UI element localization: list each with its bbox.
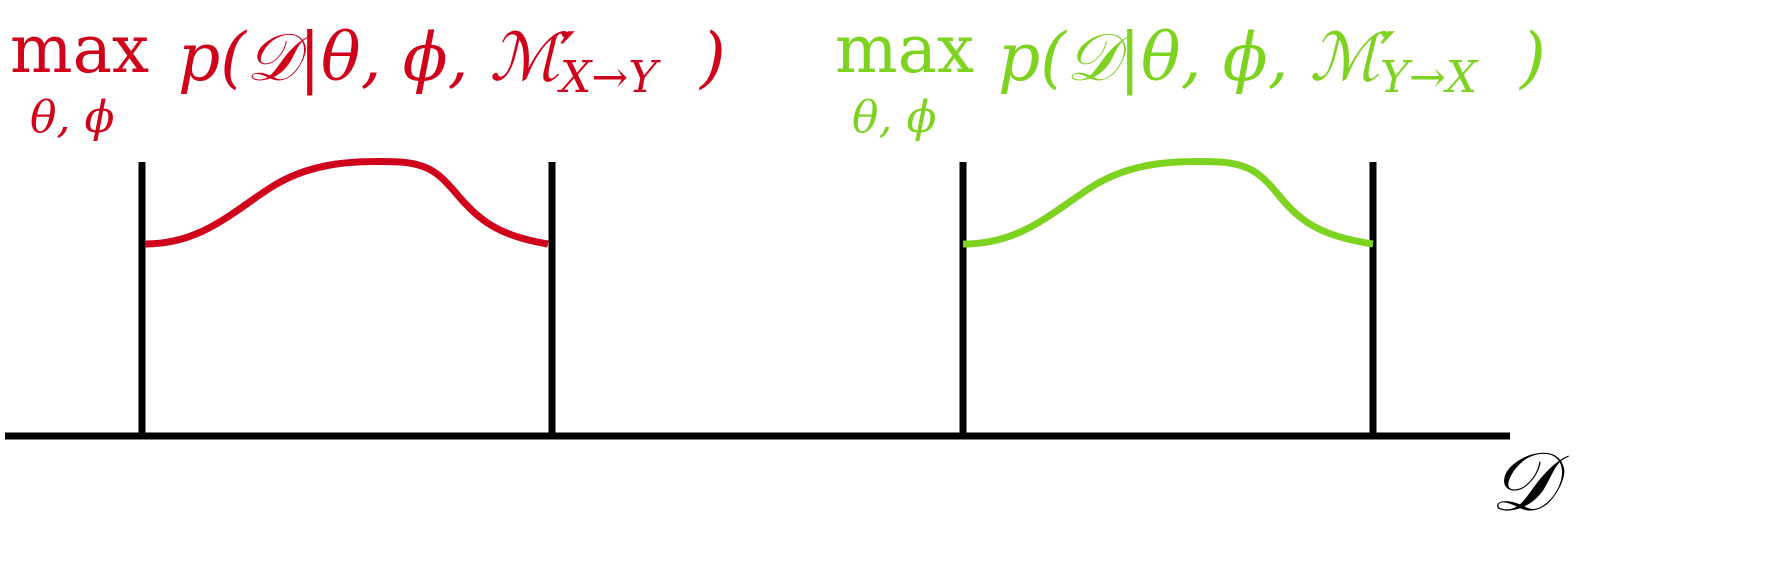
left-expression: p(𝒟|θ, ϕ, ℳ′ <box>178 19 575 96</box>
right-subscript: Y→X <box>1380 52 1479 103</box>
right-likelihood-curve <box>962 157 1374 248</box>
left-max: max <box>10 11 149 88</box>
right-label: max θ, ϕ p(𝒟|θ, ϕ, ℳ′ Y→X ) <box>835 11 1546 143</box>
right-close-paren: ) <box>1518 19 1546 96</box>
right-expression: p(𝒟|θ, ϕ, ℳ′ <box>998 19 1395 96</box>
right-under: θ, ϕ <box>852 92 936 143</box>
left-label: max θ, ϕ p(𝒟|θ, ϕ, ℳ′ X→Y ) <box>10 11 726 143</box>
left-likelihood-curve <box>144 157 549 248</box>
left-close-paren: ) <box>698 19 726 96</box>
left-under: θ, ϕ <box>30 92 114 143</box>
left-subscript: X→Y <box>557 52 661 103</box>
axis-label: 𝒟 <box>1490 435 1569 530</box>
right-max: max <box>835 11 974 88</box>
